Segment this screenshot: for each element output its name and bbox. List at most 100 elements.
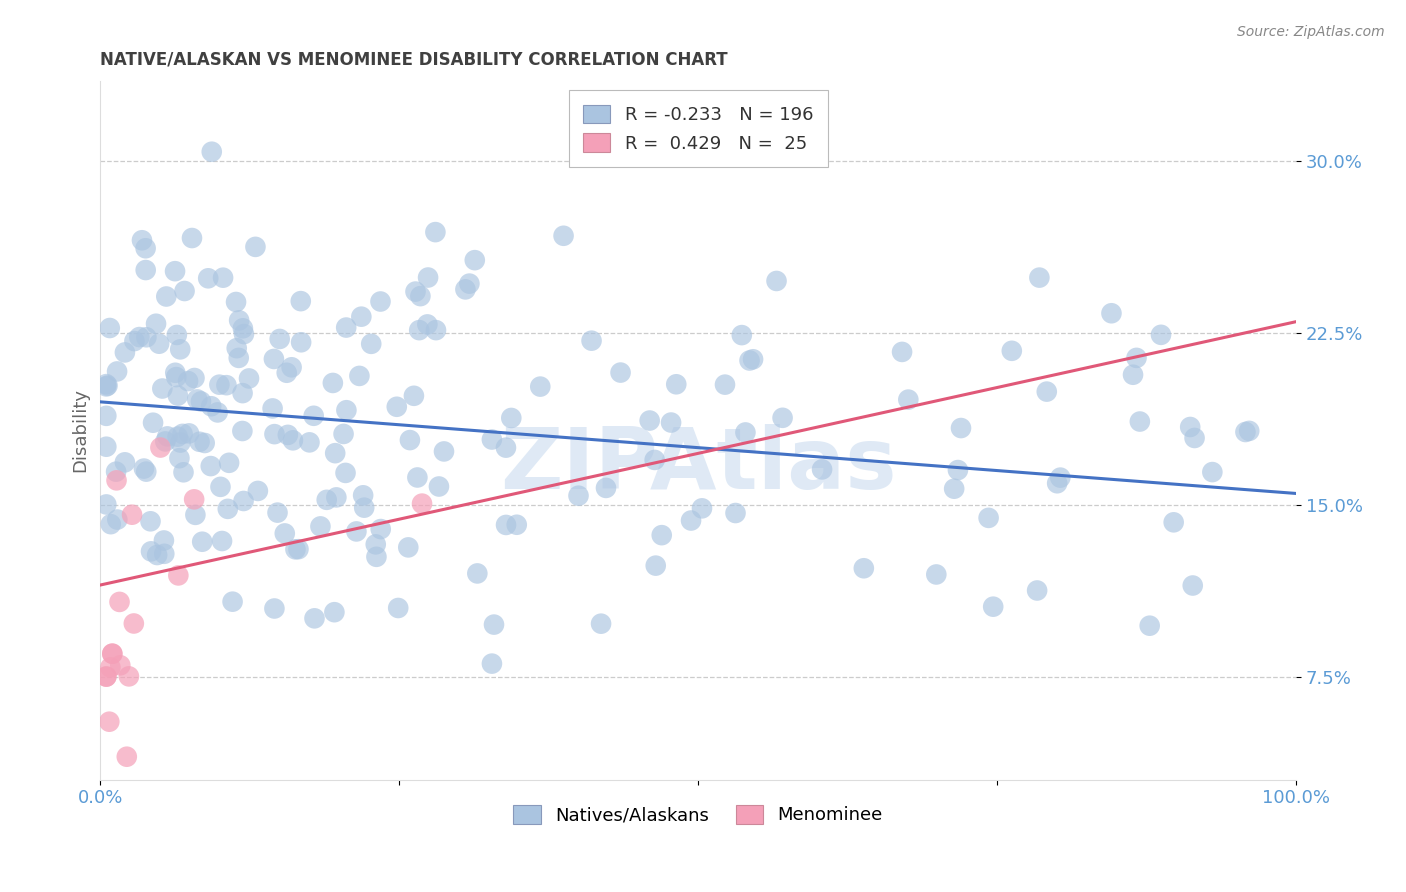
Point xyxy=(943,482,966,496)
Point xyxy=(350,310,373,324)
Point xyxy=(201,145,224,159)
Point xyxy=(274,526,297,541)
Point xyxy=(454,282,477,296)
Point xyxy=(1180,420,1202,434)
Point xyxy=(690,501,713,516)
Point xyxy=(207,405,229,419)
Point xyxy=(177,426,200,441)
Point xyxy=(950,421,973,435)
Point xyxy=(1026,583,1049,598)
Point xyxy=(153,547,176,561)
Point xyxy=(370,294,392,309)
Point xyxy=(1125,351,1147,365)
Point xyxy=(200,399,222,413)
Point xyxy=(139,514,162,528)
Legend: Natives/Alaskans, Menominee: Natives/Alaskans, Menominee xyxy=(505,796,891,833)
Point xyxy=(1046,476,1069,491)
Point xyxy=(501,411,523,425)
Point xyxy=(128,330,150,344)
Text: Source: ZipAtlas.com: Source: ZipAtlas.com xyxy=(1237,25,1385,39)
Point xyxy=(169,435,191,450)
Point xyxy=(1122,368,1144,382)
Point xyxy=(742,352,765,367)
Point xyxy=(118,669,141,683)
Point xyxy=(183,492,205,507)
Point xyxy=(100,517,122,532)
Point xyxy=(135,241,157,255)
Point xyxy=(402,389,425,403)
Point xyxy=(197,271,219,285)
Point xyxy=(309,519,332,533)
Point xyxy=(232,386,254,401)
Point xyxy=(184,508,207,522)
Point xyxy=(167,389,190,403)
Point xyxy=(464,253,486,268)
Point xyxy=(325,491,347,505)
Point xyxy=(364,537,387,551)
Point xyxy=(96,377,118,392)
Point xyxy=(335,403,357,417)
Point xyxy=(405,285,427,299)
Point xyxy=(1163,516,1185,530)
Point xyxy=(1150,327,1173,342)
Point xyxy=(567,489,589,503)
Point xyxy=(135,263,157,277)
Point xyxy=(101,647,124,661)
Point xyxy=(977,511,1000,525)
Point xyxy=(105,465,128,479)
Point xyxy=(495,517,517,532)
Point xyxy=(165,366,187,380)
Point xyxy=(332,426,354,441)
Point xyxy=(416,318,439,332)
Point xyxy=(323,446,346,460)
Point xyxy=(724,506,747,520)
Point xyxy=(155,289,177,303)
Point xyxy=(149,441,172,455)
Point xyxy=(96,378,118,392)
Point xyxy=(153,533,176,548)
Point xyxy=(211,534,233,549)
Point xyxy=(738,353,761,368)
Point xyxy=(173,465,195,479)
Point xyxy=(169,343,191,357)
Point xyxy=(1184,431,1206,445)
Point xyxy=(98,714,121,729)
Point xyxy=(406,470,429,484)
Point xyxy=(277,428,299,442)
Point xyxy=(186,392,208,407)
Point xyxy=(811,462,834,476)
Point xyxy=(114,455,136,469)
Point xyxy=(96,409,118,423)
Point xyxy=(659,416,682,430)
Point xyxy=(946,463,969,477)
Point xyxy=(232,321,254,335)
Point xyxy=(245,240,267,254)
Point xyxy=(172,426,194,441)
Point xyxy=(266,506,288,520)
Point xyxy=(353,500,375,515)
Point xyxy=(188,434,211,449)
Point xyxy=(263,427,285,442)
Point xyxy=(218,456,240,470)
Point xyxy=(290,294,312,309)
Point xyxy=(298,435,321,450)
Point xyxy=(427,479,450,493)
Point xyxy=(458,277,481,291)
Point xyxy=(1129,415,1152,429)
Point xyxy=(495,441,517,455)
Point xyxy=(1001,343,1024,358)
Point xyxy=(173,284,195,298)
Point xyxy=(276,366,298,380)
Point xyxy=(225,295,247,310)
Point xyxy=(665,377,688,392)
Point xyxy=(228,313,250,327)
Point xyxy=(181,231,204,245)
Point xyxy=(651,528,673,542)
Point xyxy=(335,320,357,334)
Point xyxy=(609,366,631,380)
Point xyxy=(765,274,787,288)
Point xyxy=(105,474,128,488)
Point xyxy=(177,374,200,388)
Point xyxy=(225,341,247,355)
Point xyxy=(408,323,430,337)
